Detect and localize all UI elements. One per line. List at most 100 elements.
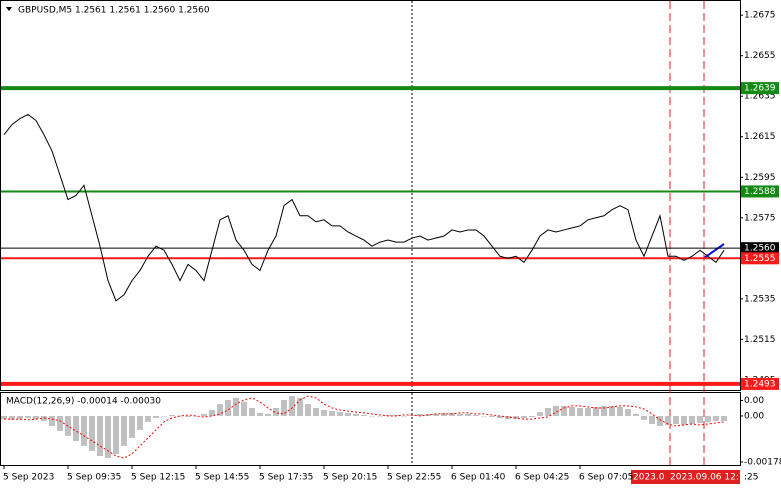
macd-bar: [193, 415, 199, 417]
macd-bar: [25, 415, 31, 419]
title-arrow: [6, 7, 12, 11]
y-tick-label: -0.00178: [744, 457, 781, 467]
macd-bar: [353, 413, 359, 416]
macd-bar: [329, 411, 335, 416]
macd-bar: [625, 409, 631, 416]
x-marker: 2023.09.06 12:15: [670, 473, 750, 483]
macd-bar: [721, 415, 727, 421]
macd-bar: [1, 415, 7, 420]
macd-bar: [521, 415, 527, 419]
price-panel: [0, 0, 741, 391]
macd-bar: [225, 399, 231, 416]
y-tick-label: 0.00: [744, 411, 764, 421]
level-label: 1.2639: [744, 84, 776, 94]
macd-bar: [641, 415, 647, 420]
macd-bar: [97, 415, 103, 456]
x-tick-label: 5 Sep 09:35: [67, 473, 121, 483]
macd-bar: [57, 415, 63, 431]
y-tick-label: 1.2535: [744, 294, 776, 304]
macd-bar: [441, 412, 447, 416]
x-tick-label: 5 Sep 20:15: [323, 473, 377, 483]
macd-bar: [265, 413, 271, 416]
price-line: [3, 113, 725, 302]
macd-bar: [697, 415, 703, 423]
macd-bar: [9, 415, 15, 420]
macd-bar: [505, 415, 511, 420]
macd-bar: [561, 405, 567, 416]
level-label: 1.2588: [744, 187, 776, 197]
x-tick-label: 5 Sep 2023: [3, 473, 54, 483]
macd-bar: [681, 415, 687, 425]
level-box: [741, 252, 779, 265]
macd-bar: [385, 414, 391, 416]
x-marker: :25: [744, 473, 758, 483]
x-tick-label: 5 Sep 17:35: [259, 473, 313, 483]
y-tick-label: 0.00: [744, 396, 764, 406]
level-box: [741, 377, 779, 390]
macd-bar: [233, 397, 239, 416]
y-tick-label: 1.2675: [744, 11, 776, 21]
macd-bar: [49, 415, 55, 427]
y-tick-label: 1.2515: [744, 335, 776, 345]
macd-bar: [689, 415, 695, 424]
macd-bar: [577, 407, 583, 416]
macd-bar: [409, 414, 415, 416]
macd-bar: [153, 415, 159, 419]
macd-bar: [545, 407, 551, 416]
macd-bar: [281, 399, 287, 416]
macd-bar: [161, 415, 167, 417]
macd-bar: [297, 397, 303, 416]
macd-bar: [145, 415, 151, 422]
macd-bar: [345, 412, 351, 416]
macd-bar: [529, 415, 535, 417]
macd-bar: [177, 415, 183, 417]
macd-bar: [713, 415, 719, 421]
macd-bar: [313, 407, 319, 416]
macd-panel: [0, 392, 741, 466]
macd-bar: [633, 413, 639, 416]
y-tick-label: 1.2615: [744, 132, 776, 142]
macd-bar: [473, 414, 479, 416]
macd-bar: [273, 407, 279, 416]
macd-bar: [337, 412, 343, 416]
macd-bar: [489, 415, 495, 417]
macd-bar: [289, 396, 295, 416]
macd-bar: [553, 405, 559, 416]
macd-bar: [705, 415, 711, 422]
macd-bar: [481, 415, 487, 417]
macd-bar: [617, 406, 623, 416]
macd-bar: [417, 413, 423, 416]
macd-bar: [89, 415, 95, 451]
macd-bar: [377, 415, 383, 417]
macd-bar: [209, 410, 215, 416]
macd-bar: [537, 412, 543, 416]
y-tick-label: 1.2655: [744, 51, 776, 61]
x-tick-label: 6 Sep 04:25: [515, 473, 569, 483]
macd-bar: [513, 415, 519, 420]
y-tick-label: 1.2595: [744, 173, 776, 183]
x-marker: 2023.0: [633, 473, 665, 483]
macd-bar: [465, 413, 471, 416]
macd-bar: [673, 415, 679, 424]
macd-bar: [33, 415, 39, 420]
level-box: [741, 242, 779, 255]
y-tick-label: 1.2575: [744, 213, 776, 223]
macd-bar: [17, 415, 23, 420]
macd-bar: [497, 415, 503, 419]
macd-bar: [121, 415, 127, 446]
macd-bar: [361, 414, 367, 416]
level-label: 1.2560: [744, 244, 776, 254]
macd-bar: [433, 413, 439, 416]
macd-bar: [593, 406, 599, 416]
macd-bar: [457, 413, 463, 416]
x-tick-label: 5 Sep 14:55: [195, 473, 249, 483]
macd-bar: [657, 415, 663, 427]
macd-bar: [569, 406, 575, 416]
y-tick-label: 1.2635: [744, 92, 776, 102]
macd-bar: [241, 402, 247, 416]
macd-bar: [609, 405, 615, 416]
macd-bar: [649, 415, 655, 424]
x-tick-label: 6 Sep 07:05: [579, 473, 633, 483]
chart-title: GBPUSD,M5 1.2561 1.2561 1.2560 1.2560: [18, 6, 210, 16]
